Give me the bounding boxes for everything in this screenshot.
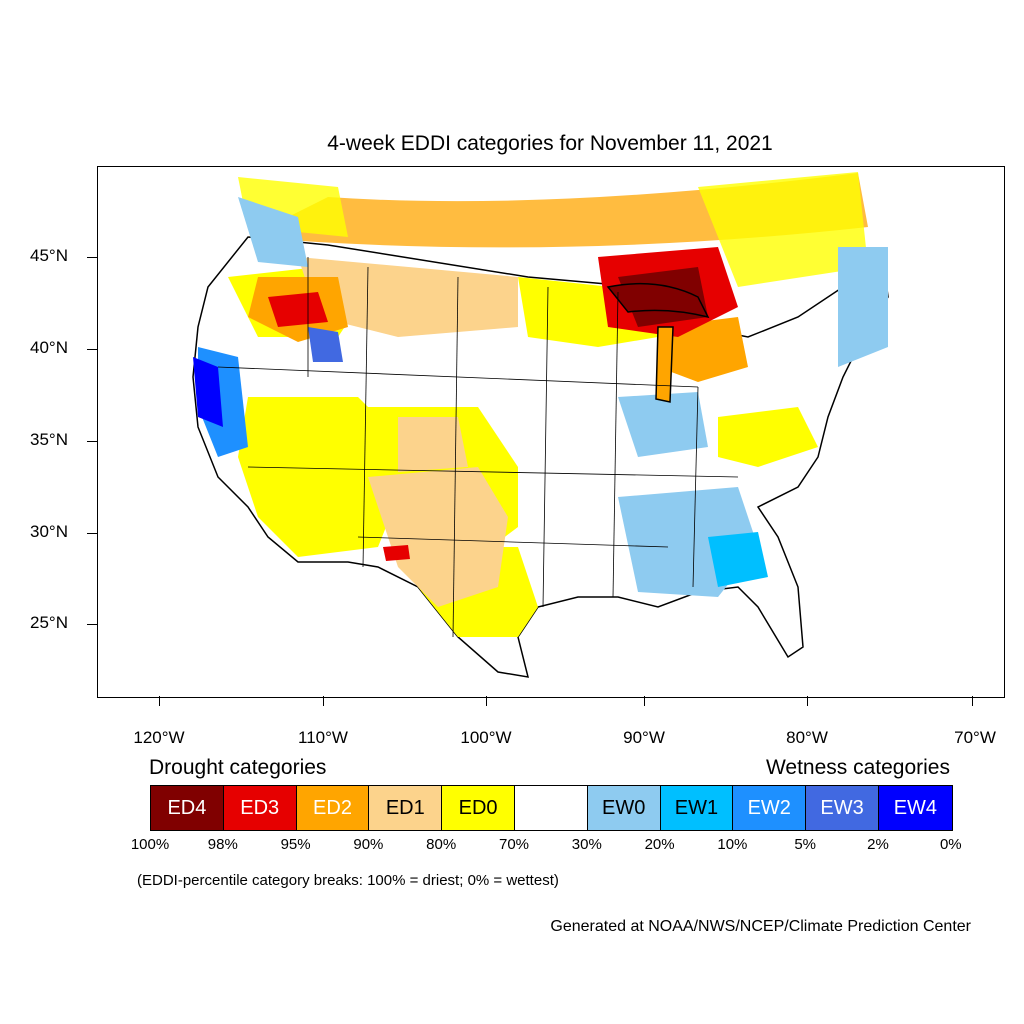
- lon-label-70: 70°W: [954, 728, 996, 747]
- percent-break-label: 5%: [794, 836, 817, 853]
- lon-tick: [323, 696, 324, 706]
- wetness-categories-heading: Wetness categories: [765, 756, 950, 779]
- percent-break-label: 100%: [130, 836, 170, 853]
- lon-tick: [159, 696, 160, 706]
- lat-tick: [87, 257, 97, 258]
- lat-label-30: 30°N: [30, 522, 68, 541]
- percent-break-label: 70%: [498, 836, 530, 853]
- lon-label-90: 90°W: [623, 728, 665, 747]
- percent-break-label: 80%: [426, 836, 457, 853]
- credit-line: Generated at NOAA/NWS/NCEP/Climate Predi…: [550, 918, 971, 935]
- legend-cell-ew4: EW4: [878, 786, 952, 830]
- lat-label-35: 35°N: [30, 430, 68, 449]
- region-georgia-ew2: [708, 532, 768, 587]
- lon-tick: [486, 696, 487, 706]
- lat-label-25: 25°N: [30, 613, 68, 632]
- legend-cell-ed1: ED1: [369, 786, 443, 830]
- region-ohio-ed0: [718, 407, 818, 467]
- legend-cell-ed3: ED3: [223, 786, 297, 830]
- lon-label-80: 80°W: [786, 728, 828, 747]
- region-southwest-ed1: [368, 467, 508, 607]
- great-lakes: [606, 282, 710, 319]
- category-breaks-note: (EDDI-percentile category breaks: 100% =…: [137, 872, 559, 889]
- lat-tick: [87, 349, 97, 350]
- eddi-map: [192, 172, 889, 678]
- region-california-ew4: [193, 357, 223, 427]
- legend-cell-ew3: EW3: [806, 786, 879, 830]
- percent-break-label: 10%: [717, 836, 748, 853]
- lat-label-40: 40°N: [30, 338, 68, 357]
- canada-band-east: [698, 172, 868, 287]
- legend-color-bar: ED4 ED3 ED2 ED1 ED0 EW0 EW1 EW2 EW3 EW4: [150, 785, 953, 831]
- region-wa-ew1: [238, 197, 308, 267]
- map-area: [97, 166, 1005, 698]
- percent-break-label: 98%: [207, 836, 238, 853]
- lon-tick: [807, 696, 808, 706]
- lat-tick: [87, 624, 97, 625]
- lon-tick: [644, 696, 645, 706]
- region-nm-ed3: [383, 545, 410, 561]
- region-montana-ed1: [298, 257, 518, 337]
- region-northeast-ew1: [838, 247, 888, 367]
- map-title: 4-week EDDI categories for November 11, …: [327, 132, 773, 155]
- region-ohio-ew1: [618, 392, 708, 457]
- legend-cell-ew1: EW1: [660, 786, 734, 830]
- legend-cell-ed4: ED4: [151, 786, 224, 830]
- region-idaho-ew3: [308, 327, 343, 362]
- lat-label-45: 45°N: [30, 246, 68, 265]
- lon-label-110: 110°W: [298, 728, 348, 747]
- percent-break-label: 2%: [867, 836, 889, 853]
- percent-break-label: 95%: [280, 836, 311, 853]
- legend-cell-ed2: ED2: [296, 786, 370, 830]
- percent-break-label: 90%: [353, 836, 384, 853]
- lake-michigan: [655, 326, 674, 403]
- lat-tick: [87, 533, 97, 534]
- lon-label-120: 120°W: [133, 728, 185, 747]
- legend-cell-normal: [514, 786, 588, 830]
- lon-tick: [972, 696, 973, 706]
- percent-break-label: 30%: [571, 836, 602, 853]
- lon-label-100: 100°W: [460, 728, 512, 747]
- legend-cell-ew2: EW2: [733, 786, 807, 830]
- region-idaho-ed3: [268, 292, 328, 327]
- percent-break-label: 20%: [644, 836, 675, 853]
- region-colorado-ed1: [398, 417, 468, 472]
- lat-tick: [87, 441, 97, 442]
- legend-cell-ew0: EW0: [587, 786, 661, 830]
- percent-break-label: 0%: [939, 836, 962, 853]
- region-west-ed0: [238, 397, 398, 557]
- drought-categories-heading: Drought categories: [149, 756, 327, 779]
- legend-cell-ed0: ED0: [442, 786, 515, 830]
- state-boundaries: [217, 257, 739, 638]
